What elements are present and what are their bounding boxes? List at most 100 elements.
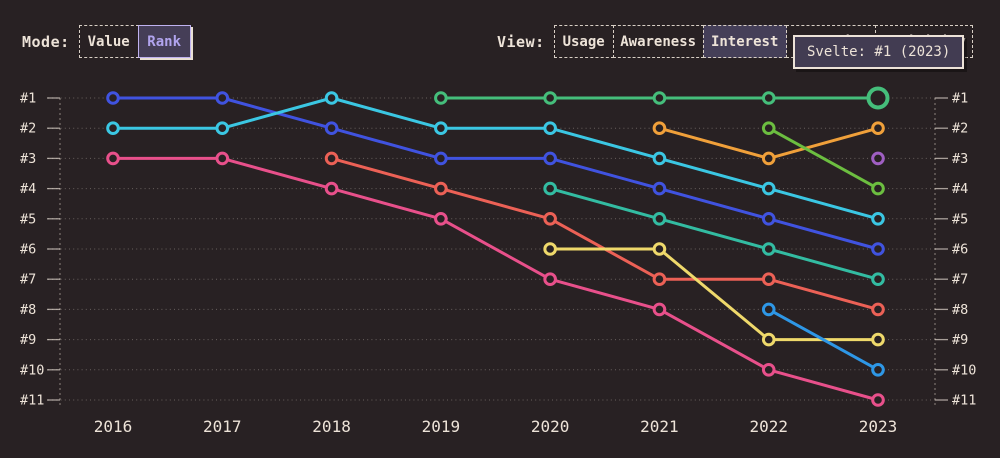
view-option-interest[interactable]: Interest [702,25,787,58]
marker-coral-2023[interactable] [871,302,885,317]
mode-option-rank[interactable]: Rank [137,25,191,58]
marker-green-2022[interactable] [761,121,776,135]
marker-cyan-2016[interactable] [106,121,120,135]
marker-cyan-2019[interactable] [434,121,448,135]
rank-label-right: #5 [952,211,968,227]
rank-label-right: #1 [952,91,968,107]
marker-coral-2022[interactable] [761,272,776,287]
rank-label-left: #4 [20,181,36,197]
rank-label-right: #7 [952,272,968,288]
marker-magenta-2021[interactable] [652,302,667,317]
marker-blue-2021[interactable] [652,181,667,196]
marker-magenta-2023[interactable] [871,393,885,407]
marker-teal-2020[interactable] [543,181,557,196]
rank-label-right: #6 [952,242,968,258]
marker-light-blue-2022[interactable] [761,302,776,317]
marker-light-blue-2023[interactable] [871,363,885,377]
year-label: 2022 [749,417,788,436]
rank-label-left: #1 [20,91,36,107]
marker-cyan-2021[interactable] [652,151,667,166]
marker-orange-2021[interactable] [652,121,667,135]
marker-blue-2016[interactable] [106,91,120,105]
marker-Svelte-2022[interactable] [761,91,776,105]
year-label: 2020 [531,417,570,436]
marker-yellow-2023[interactable] [871,332,885,347]
rank-label-right: #8 [952,302,968,318]
rank-label-right: #10 [952,362,976,378]
marker-cyan-2023[interactable] [871,212,885,226]
series-line-coral [330,156,880,311]
marker-magenta-2017[interactable] [215,151,230,166]
marker-green-2023[interactable] [871,181,885,196]
marker-teal-2023[interactable] [871,272,885,287]
marker-magenta-2016[interactable] [106,151,120,166]
marker-magenta-2022[interactable] [761,363,776,377]
marker-blue-2020[interactable] [543,151,557,166]
marker-blue-2019[interactable] [434,151,448,166]
rank-label-left: #5 [20,211,36,227]
rank-label-left: #11 [20,393,44,409]
marker-orange-2022[interactable] [761,151,776,166]
marker-blue-2022[interactable] [761,212,776,226]
year-label: 2021 [640,417,679,436]
highlighted-marker-Svelte-2023[interactable] [866,86,890,110]
series-markers[interactable] [106,86,890,407]
rank-label-left: #7 [20,272,36,288]
rank-label-left: #10 [20,362,44,378]
grid: #1 #1 #2 #2 #3 #3 #4 #4 #5 #5 #6 #6 #7 #7 #8 #8 #9 #9 #10 #… [20,91,976,409]
mode-button-group: Value Rank [78,25,191,58]
series-line-magenta [111,156,880,402]
marker-cyan-2017[interactable] [215,121,230,135]
rank-label-left: #6 [20,242,36,258]
marker-Svelte-2019[interactable] [434,91,448,105]
mode-control: Mode: Value Rank [22,25,191,58]
marker-blue-2018[interactable] [324,121,339,135]
rank-label-right: #2 [952,121,968,137]
marker-orange-2023[interactable] [871,121,885,135]
rank-label-right: #9 [952,332,968,348]
marker-cyan-2018[interactable] [324,91,339,105]
marker-magenta-2020[interactable] [543,272,557,287]
marker-purple-2023[interactable] [871,151,885,166]
marker-blue-2017[interactable] [215,91,230,105]
marker-coral-2021[interactable] [652,272,667,287]
rank-label-left: #9 [20,332,36,348]
year-label: 2018 [312,417,351,436]
year-label: 2016 [94,417,133,436]
series-lines [111,96,880,402]
marker-coral-2020[interactable] [543,212,557,226]
marker-magenta-2019[interactable] [434,212,448,226]
view-label: View: [497,32,545,51]
series-line-cyan [111,96,880,221]
rank-label-right: #4 [952,181,968,197]
year-label: 2023 [859,417,898,436]
marker-coral-2018[interactable] [324,151,339,166]
rank-label-right: #11 [952,393,976,409]
series-line-teal [548,187,880,281]
series-line-blue [111,96,880,251]
marker-yellow-2021[interactable] [652,242,667,256]
rank-label-left: #2 [20,121,36,137]
rank-label-right: #3 [952,151,968,167]
marker-teal-2022[interactable] [761,242,776,256]
marker-teal-2021[interactable] [652,212,667,226]
x-axis: 2016 2017 2018 2019 2020 2021 2022 2023 [94,417,898,436]
series-line-green [767,126,880,191]
tooltip: Svelte: #1 (2023) [793,35,965,69]
mode-label: Mode: [22,32,70,51]
tooltip-text: Svelte: #1 (2023) [807,44,951,60]
year-label: 2019 [422,417,461,436]
marker-coral-2019[interactable] [434,181,448,196]
marker-blue-2023[interactable] [871,242,885,256]
marker-yellow-2020[interactable] [543,242,557,256]
marker-cyan-2022[interactable] [761,181,776,196]
marker-Svelte-2021[interactable] [652,91,667,105]
rank-label-left: #3 [20,151,36,167]
marker-yellow-2022[interactable] [761,332,776,347]
marker-magenta-2018[interactable] [324,181,339,196]
rank-label-left: #8 [20,302,36,318]
series-line-light-blue [767,307,880,372]
marker-cyan-2020[interactable] [543,121,557,135]
marker-Svelte-2020[interactable] [543,91,557,105]
